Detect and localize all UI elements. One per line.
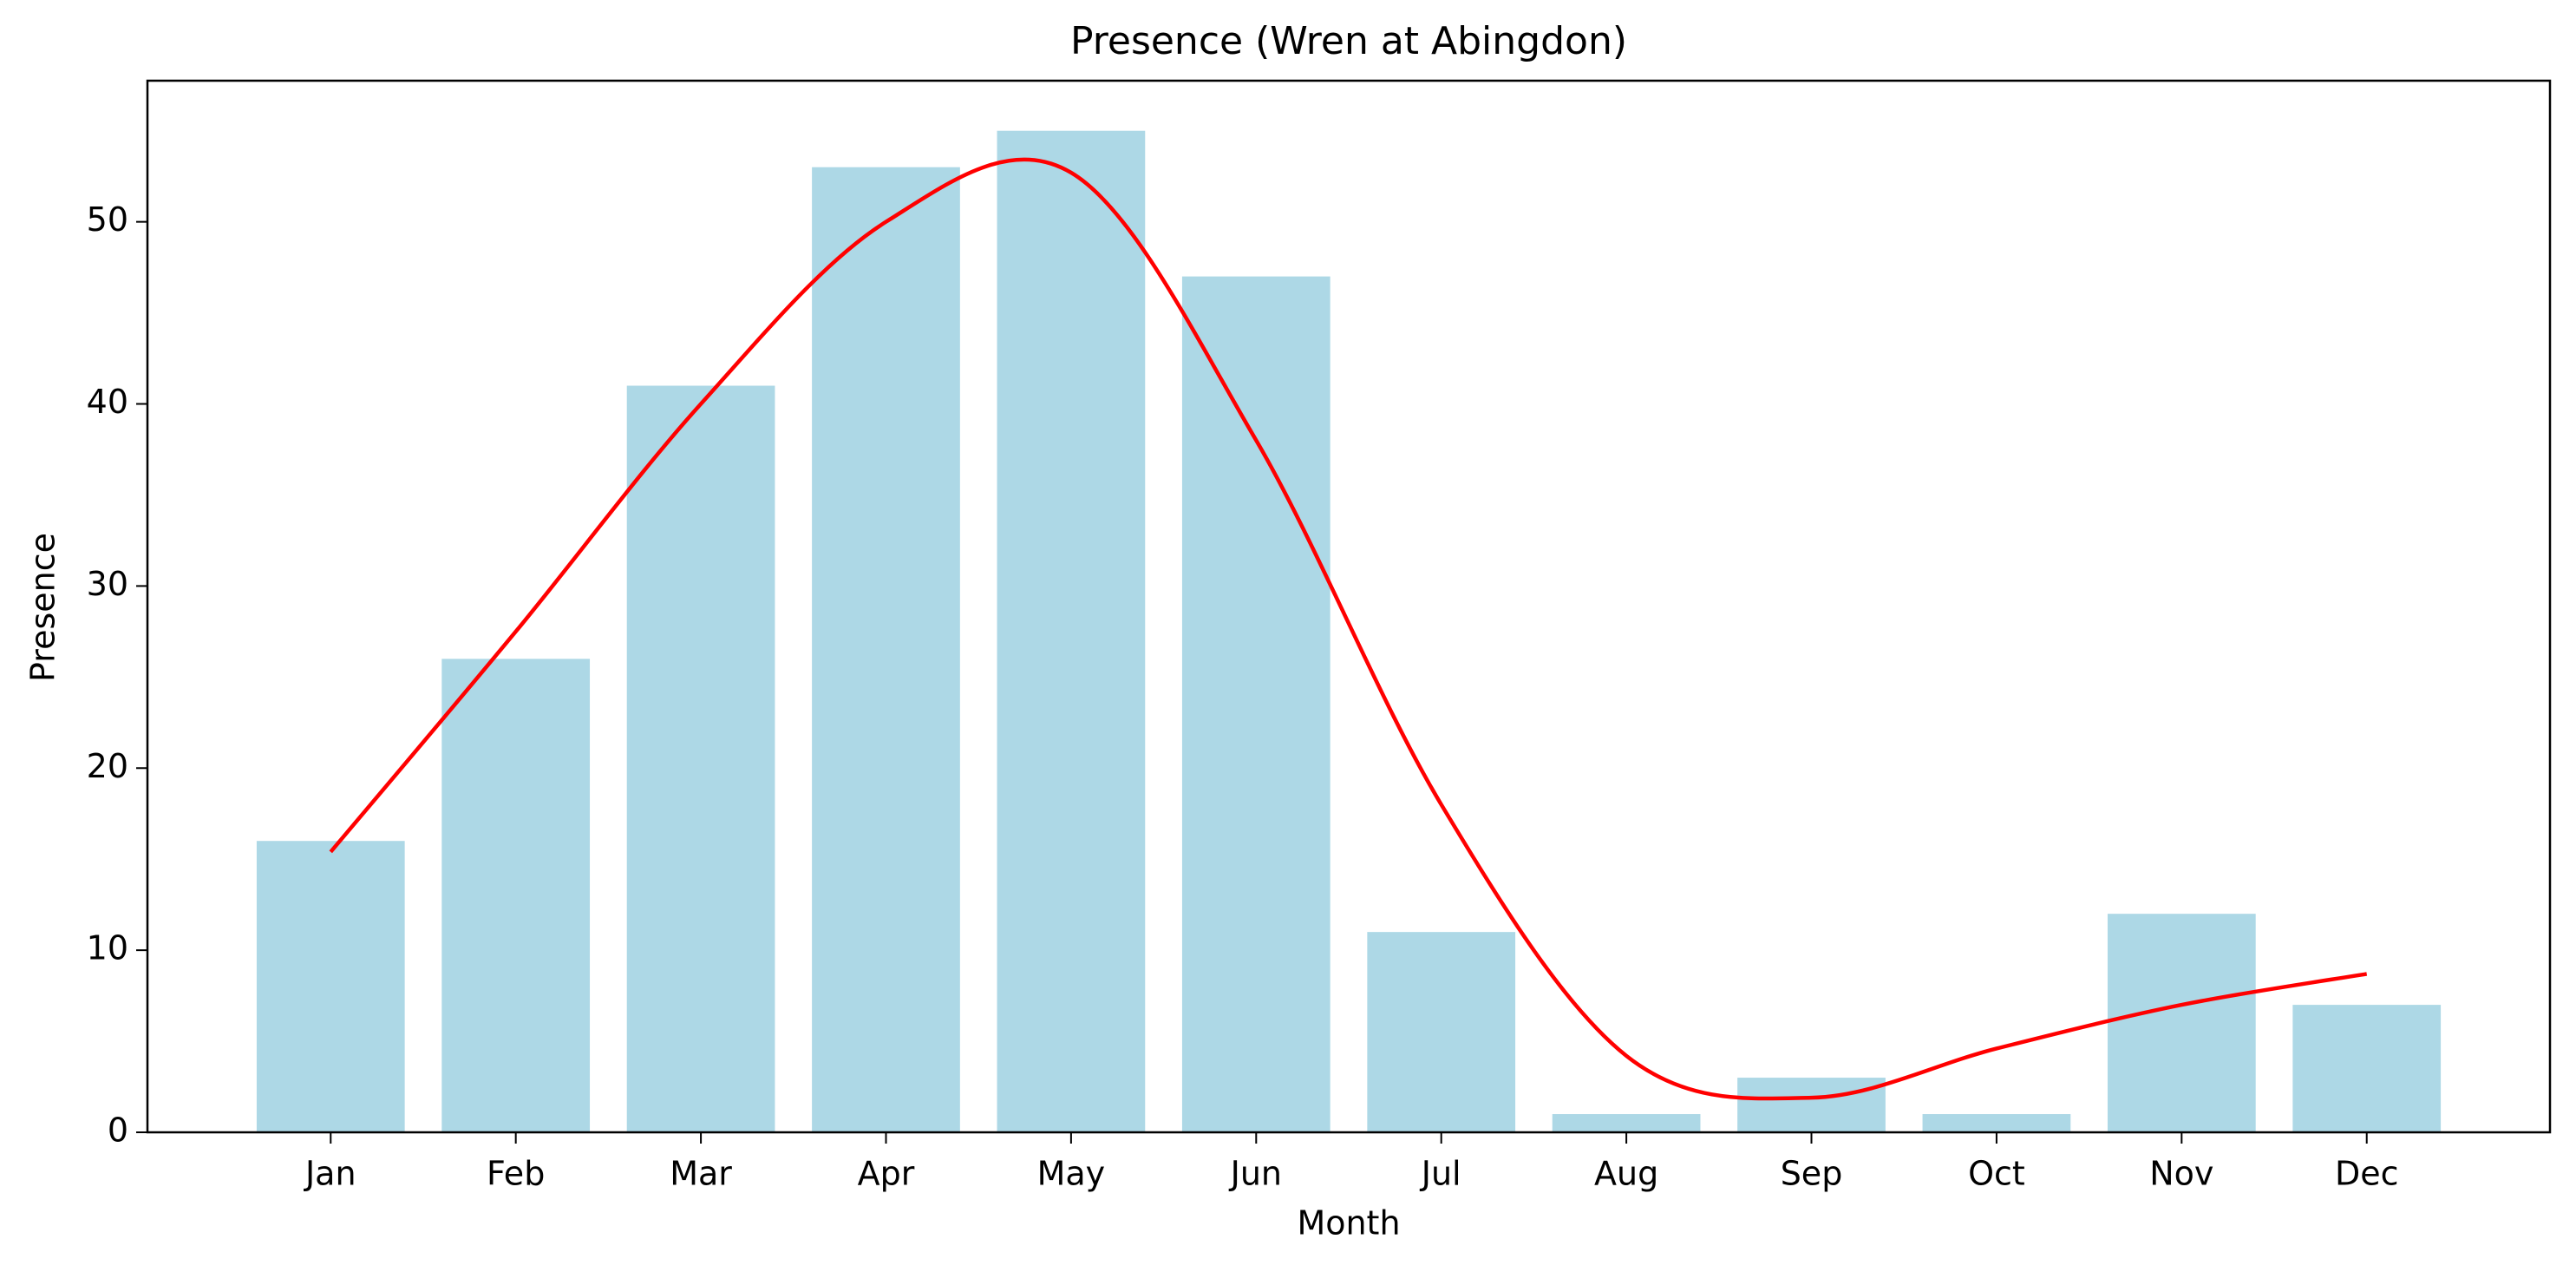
plot-frame (146, 79, 2552, 1134)
bar (2107, 914, 2256, 1132)
y-tick-label: 40 (87, 383, 128, 421)
y-axis-label: Presence (24, 533, 62, 682)
x-tick-label: Jan (304, 1155, 356, 1193)
x-tick-label: Jun (1229, 1155, 1282, 1193)
bar (1552, 1114, 1701, 1132)
bar (997, 130, 1146, 1133)
bar (1367, 932, 1516, 1132)
y-tick-label: 0 (108, 1111, 128, 1150)
bar (1922, 1114, 2071, 1132)
x-tick-label: Mar (670, 1155, 732, 1193)
bar (441, 659, 591, 1132)
bar (812, 167, 960, 1132)
x-tick-label: Nov (2149, 1155, 2213, 1193)
chart-title: Presence (Wren at Abingdon) (1070, 19, 1627, 63)
bar (1737, 1078, 1886, 1132)
x-axis-label: Month (1297, 1204, 1400, 1242)
bar (1181, 276, 1330, 1133)
y-tick-label: 30 (87, 565, 128, 603)
x-tick-label: Feb (487, 1155, 545, 1193)
x-tick-label: Dec (2335, 1155, 2399, 1193)
y-tick-label: 20 (87, 747, 128, 785)
bar (626, 385, 775, 1132)
x-tick-label: Apr (858, 1155, 915, 1193)
x-tick-label: Sep (1781, 1155, 1843, 1193)
bar (2292, 1005, 2442, 1132)
x-tick-label: Oct (1968, 1155, 2025, 1193)
y-tick-label: 50 (87, 200, 128, 239)
x-tick-label: Jul (1420, 1155, 1461, 1193)
bar (256, 841, 405, 1132)
y-tick-label: 10 (87, 929, 128, 967)
x-tick-label: Aug (1594, 1155, 1658, 1193)
trend-line (329, 157, 2368, 1101)
x-tick-label: May (1037, 1155, 1106, 1193)
